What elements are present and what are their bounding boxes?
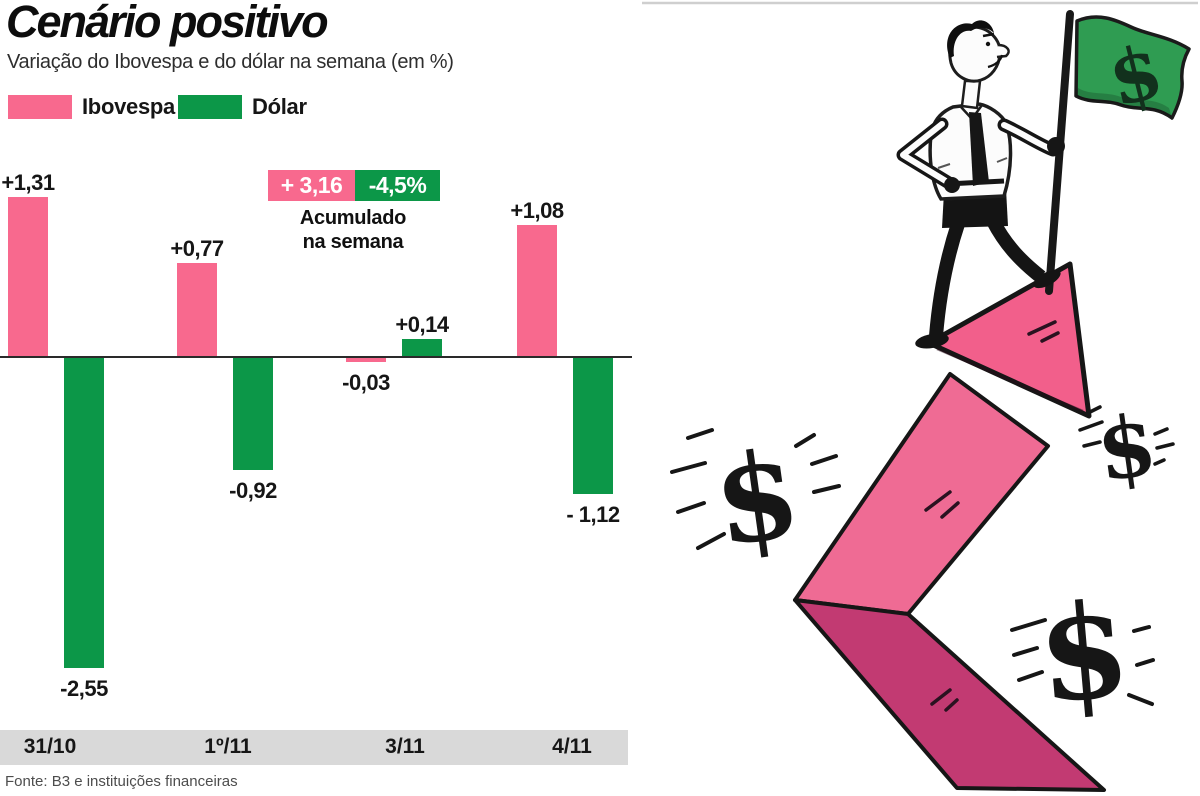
right-hand bbox=[1047, 137, 1065, 155]
dollar-sign-top-right: $ bbox=[1078, 394, 1175, 501]
accumulated-caption: Acumulado na semana bbox=[273, 206, 433, 254]
flag-shading bbox=[1076, 88, 1172, 118]
source-credit: Fonte: B3 e instituições financeiras bbox=[5, 773, 238, 790]
dollar-rays bbox=[670, 428, 841, 550]
left-hand bbox=[944, 177, 960, 193]
tie bbox=[969, 112, 989, 186]
arrow-shaft-upper bbox=[793, 372, 1050, 616]
dollar-flag: $ bbox=[1074, 15, 1191, 124]
flag-cloth bbox=[1074, 15, 1191, 120]
subtitle: Variação do Ibovespa e do dólar na seman… bbox=[7, 51, 454, 73]
shirt-wrinkles bbox=[937, 157, 1008, 169]
legend-swatch-dolar bbox=[178, 95, 242, 119]
man-figure bbox=[896, 20, 1065, 349]
dollar-glyph: $ bbox=[1032, 572, 1135, 732]
accumulated-caption-line2: na semana bbox=[302, 231, 404, 253]
bar-value-label: -2,55 bbox=[60, 676, 108, 701]
dollar-glyph: $ bbox=[1091, 394, 1163, 500]
bar-value-label: +1,08 bbox=[510, 198, 564, 223]
bar-ibovespa-31/10 bbox=[8, 197, 48, 356]
zero-axis-line bbox=[0, 356, 632, 358]
legend-swatch-ibovespa bbox=[8, 95, 72, 119]
legend-label-dolar: Dólar bbox=[252, 94, 307, 119]
accumulated-caption-line1: Acumulado bbox=[299, 207, 407, 229]
dollar-rays bbox=[1010, 618, 1155, 706]
nose bbox=[996, 43, 1010, 59]
bar-value-label: +0,14 bbox=[395, 312, 449, 337]
date-axis-strip bbox=[0, 730, 628, 765]
left-foot bbox=[915, 333, 949, 349]
bar-value-label: -0,03 bbox=[342, 370, 390, 395]
bar-ibovespa-3/11 bbox=[346, 358, 386, 362]
bar-ibovespa-1º/11 bbox=[177, 263, 217, 356]
bar-value-label: +1,31 bbox=[1, 170, 55, 195]
eye bbox=[985, 41, 991, 47]
left-leg bbox=[929, 221, 965, 337]
speed-dashes bbox=[924, 320, 1060, 712]
arrow-head-crease bbox=[936, 347, 1084, 413]
left-arm-sleeve bbox=[900, 121, 952, 186]
bar-value-label: -0,92 bbox=[229, 478, 277, 503]
dollar-sign-bottom-right: $ bbox=[1010, 572, 1155, 733]
date-label-31/10: 31/10 bbox=[23, 735, 77, 758]
hair bbox=[947, 20, 994, 58]
bar-value-label: +0,77 bbox=[170, 236, 224, 261]
right-foot bbox=[1033, 269, 1061, 289]
date-label-3/11: 3/11 bbox=[385, 735, 425, 758]
page-title: Cenário positivo bbox=[6, 0, 329, 47]
rising-arrow bbox=[793, 261, 1106, 792]
dollar-glyph: $ bbox=[706, 423, 808, 574]
arrow-shaft-lower bbox=[793, 598, 1106, 792]
dollar-rays bbox=[1078, 405, 1175, 466]
dollar-sign-left: $ bbox=[670, 423, 841, 574]
smile bbox=[987, 54, 1004, 69]
accumulated-badge-ibovespa: + 3,16 bbox=[268, 170, 355, 201]
eyebrow bbox=[982, 32, 995, 38]
neck bbox=[960, 79, 982, 110]
accumulated-badge-dolar: -4,5% bbox=[355, 170, 440, 201]
date-label-4/11: 4/11 bbox=[552, 735, 592, 758]
bar-dólar-3/11 bbox=[402, 339, 442, 356]
bar-dólar-31/10 bbox=[64, 358, 104, 668]
right-leg bbox=[986, 217, 1046, 283]
bar-ibovespa-4/11 bbox=[517, 225, 557, 356]
bar-dólar-4/11 bbox=[573, 358, 613, 494]
bar-value-label: - 1,12 bbox=[566, 502, 620, 527]
bar-dólar-1º/11 bbox=[233, 358, 273, 470]
arrow-head bbox=[926, 261, 1092, 419]
date-label-1º/11: 1º/11 bbox=[204, 735, 252, 758]
illustration-man-flag-arrow: $ $ $ $ bbox=[642, 1, 1198, 792]
legend-label-ibovespa: Ibovespa bbox=[82, 94, 175, 119]
